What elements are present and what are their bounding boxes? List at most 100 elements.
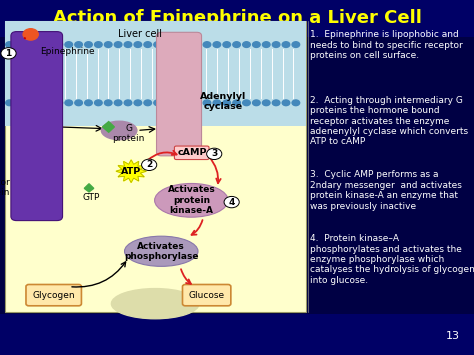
FancyBboxPatch shape <box>182 284 231 306</box>
Circle shape <box>144 42 152 48</box>
Ellipse shape <box>155 184 228 217</box>
Text: G
protein: G protein <box>112 124 145 143</box>
Text: Liver cell: Liver cell <box>118 29 162 39</box>
Text: 3.  Cyclic AMP performs as a
2ndary messenger  and activates
protein kinase-A an: 3. Cyclic AMP performs as a 2ndary messe… <box>310 170 462 211</box>
FancyBboxPatch shape <box>0 0 474 37</box>
Circle shape <box>1 48 16 59</box>
FancyBboxPatch shape <box>174 146 209 159</box>
Circle shape <box>65 100 73 106</box>
Circle shape <box>104 100 112 106</box>
Text: Receptor
protein: Receptor protein <box>0 178 9 197</box>
Polygon shape <box>116 160 146 182</box>
Circle shape <box>104 42 112 48</box>
Text: GTP: GTP <box>82 193 100 202</box>
Circle shape <box>272 42 280 48</box>
Circle shape <box>253 42 260 48</box>
Text: Glycogen: Glycogen <box>32 291 75 300</box>
Circle shape <box>154 42 161 48</box>
Text: 4: 4 <box>228 198 235 207</box>
Circle shape <box>75 42 82 48</box>
Circle shape <box>94 100 102 106</box>
Text: ATP: ATP <box>121 167 141 176</box>
Circle shape <box>243 42 250 48</box>
Circle shape <box>23 29 38 40</box>
Circle shape <box>85 100 92 106</box>
Circle shape <box>134 100 142 106</box>
FancyBboxPatch shape <box>156 32 201 156</box>
FancyArrowPatch shape <box>191 220 202 235</box>
Circle shape <box>16 42 23 48</box>
Circle shape <box>114 42 122 48</box>
Circle shape <box>193 42 201 48</box>
Circle shape <box>45 100 53 106</box>
Circle shape <box>16 100 23 106</box>
FancyArrowPatch shape <box>72 262 126 287</box>
Circle shape <box>203 42 211 48</box>
Circle shape <box>114 100 122 106</box>
Text: Epinephrine: Epinephrine <box>40 47 95 56</box>
Text: 3: 3 <box>211 149 218 158</box>
Ellipse shape <box>111 289 199 319</box>
Text: 2: 2 <box>146 160 152 169</box>
Text: 4.  Protein kinase–A
phosphorylates and activates the
enzyme phosphorylase which: 4. Protein kinase–A phosphorylates and a… <box>310 234 474 285</box>
Circle shape <box>213 100 221 106</box>
Circle shape <box>183 42 191 48</box>
Circle shape <box>253 100 260 106</box>
Circle shape <box>134 42 142 48</box>
Circle shape <box>183 100 191 106</box>
Circle shape <box>164 42 171 48</box>
Polygon shape <box>84 184 94 192</box>
Text: Adenylyl
cyclase: Adenylyl cyclase <box>200 92 246 111</box>
Text: cAMP: cAMP <box>177 148 207 157</box>
Circle shape <box>124 100 132 106</box>
Circle shape <box>223 42 230 48</box>
FancyBboxPatch shape <box>5 21 306 312</box>
Ellipse shape <box>101 121 137 140</box>
Text: 1.  Epinephrine is lipophobic and
needs to bind to specific receptor
proteins on: 1. Epinephrine is lipophobic and needs t… <box>310 30 463 60</box>
Circle shape <box>193 100 201 106</box>
Circle shape <box>233 42 240 48</box>
Circle shape <box>6 100 13 106</box>
Circle shape <box>35 42 43 48</box>
Circle shape <box>94 42 102 48</box>
Circle shape <box>207 148 222 159</box>
Circle shape <box>233 100 240 106</box>
Circle shape <box>224 196 239 208</box>
Circle shape <box>35 100 43 106</box>
Circle shape <box>243 100 250 106</box>
Circle shape <box>164 100 171 106</box>
Circle shape <box>203 100 211 106</box>
Text: Activates
phosphorylase: Activates phosphorylase <box>124 241 199 261</box>
Circle shape <box>292 42 300 48</box>
Circle shape <box>65 42 73 48</box>
Circle shape <box>292 100 300 106</box>
Circle shape <box>173 42 181 48</box>
Circle shape <box>144 100 152 106</box>
Text: 13: 13 <box>446 331 460 341</box>
Circle shape <box>75 100 82 106</box>
Ellipse shape <box>125 236 198 266</box>
Text: Activates
protein
kinase-A: Activates protein kinase-A <box>167 185 215 215</box>
Circle shape <box>223 100 230 106</box>
FancyArrowPatch shape <box>147 151 177 160</box>
Text: 1: 1 <box>5 49 12 58</box>
FancyBboxPatch shape <box>11 32 63 220</box>
Circle shape <box>85 42 92 48</box>
FancyBboxPatch shape <box>0 314 474 355</box>
Circle shape <box>272 100 280 106</box>
Circle shape <box>263 42 270 48</box>
FancyArrowPatch shape <box>181 269 191 284</box>
Circle shape <box>282 42 290 48</box>
Circle shape <box>124 42 132 48</box>
Circle shape <box>263 100 270 106</box>
Circle shape <box>154 100 161 106</box>
Circle shape <box>6 42 13 48</box>
Circle shape <box>142 159 157 170</box>
Text: Glucose: Glucose <box>189 291 225 300</box>
FancyBboxPatch shape <box>26 284 82 306</box>
Circle shape <box>213 42 221 48</box>
Circle shape <box>26 42 33 48</box>
Polygon shape <box>102 121 114 132</box>
FancyBboxPatch shape <box>5 21 306 126</box>
Circle shape <box>55 42 63 48</box>
